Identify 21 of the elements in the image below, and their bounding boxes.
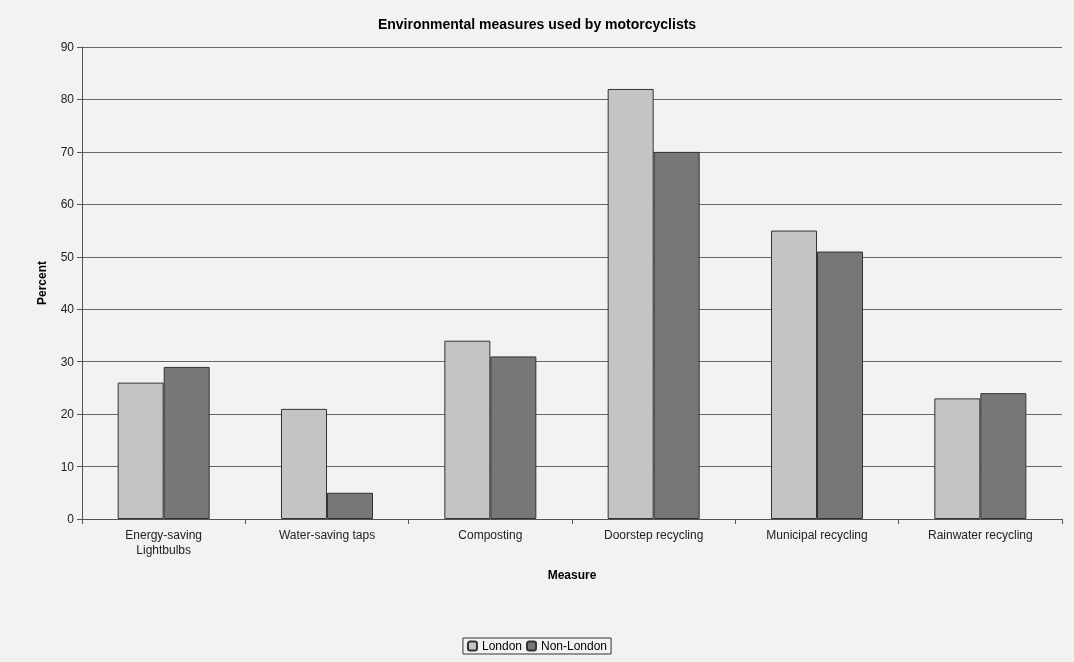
x-tick-label: Energy-saving Lightbulbs [125, 527, 203, 557]
x-axis-title: Measure [547, 568, 597, 582]
y-tick-label: 80 [60, 92, 75, 107]
x-tick-label: Rainwater recycling [927, 527, 1033, 542]
y-tick-label: 0 [67, 512, 75, 526]
x-tick-label: Water-saving taps [278, 527, 376, 542]
y-axis-title: Percent [35, 260, 49, 306]
legend-label: Non-London [541, 639, 608, 653]
x-tick-label: Doorstep recycling [603, 527, 704, 542]
chart-title: Environmental measures used by motorcyclists [377, 16, 697, 32]
y-tick-label: 40 [60, 302, 75, 317]
y-tick-label: 90 [60, 40, 75, 54]
y-tick-label: 20 [60, 407, 75, 422]
y-tick-label: 10 [60, 459, 75, 474]
y-tick-label: 70 [60, 144, 75, 159]
y-tick-label: 50 [60, 249, 75, 264]
y-tick-label: 30 [60, 354, 75, 369]
y-tick-label: 60 [60, 197, 75, 212]
x-tick-label: Composting [458, 527, 523, 542]
x-tick-label: Municipal recycling [766, 527, 868, 542]
legend-label: London [481, 639, 522, 653]
